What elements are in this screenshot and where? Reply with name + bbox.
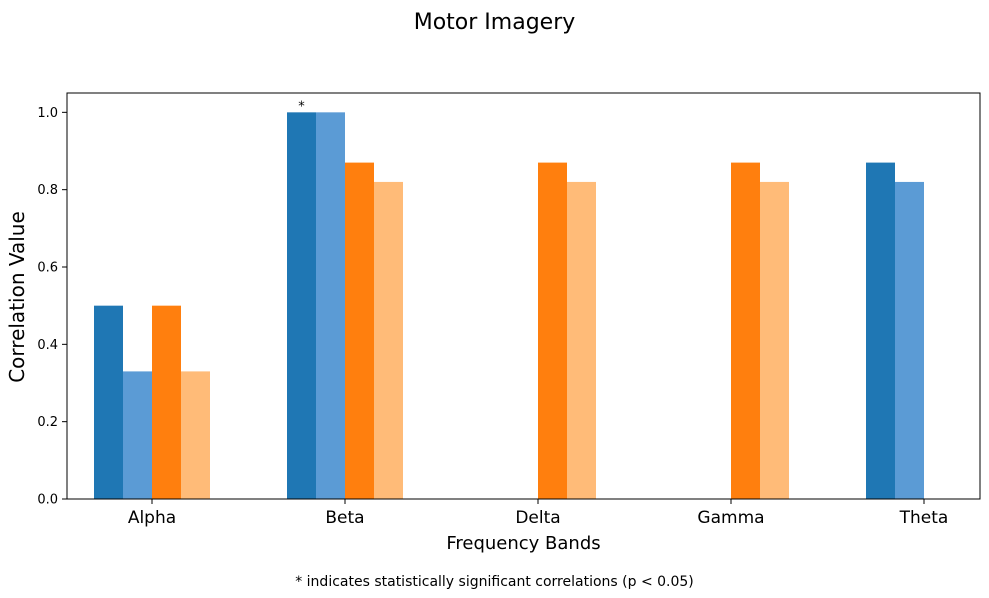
- x-tick-label: Theta: [899, 508, 949, 528]
- bar-alpha-s4: [181, 371, 210, 499]
- significance-marker: *: [298, 99, 305, 114]
- y-axis-label: Correlation Value: [5, 211, 29, 383]
- bar-theta-s1: [866, 162, 895, 499]
- bar-gamma-s3: [731, 162, 760, 499]
- x-tick-label: Delta: [515, 508, 560, 528]
- bar-delta-s3: [538, 162, 567, 499]
- bar-beta-s3: [345, 162, 374, 499]
- bars-layer: [94, 112, 924, 499]
- y-tick-label: 0.2: [37, 415, 58, 430]
- y-tick-label: 0.0: [37, 493, 58, 508]
- bar-alpha-s3: [152, 305, 181, 499]
- footnote: * indicates statistically significant co…: [295, 574, 694, 590]
- y-tick-label: 0.6: [37, 261, 58, 276]
- x-tick-label: Alpha: [128, 508, 176, 528]
- bar-alpha-s2: [123, 371, 152, 499]
- y-tick-label: 0.4: [37, 338, 58, 353]
- x-tick-label: Gamma: [697, 508, 764, 528]
- plot-frame: [66, 92, 981, 500]
- x-tick-label: Beta: [325, 508, 364, 528]
- bar-gamma-s4: [760, 181, 789, 499]
- bar-theta-s2: [895, 181, 924, 499]
- bar-delta-s4: [567, 181, 596, 499]
- chart-title: Motor Imagery: [414, 10, 576, 35]
- bar-beta-s4: [374, 181, 403, 499]
- y-axis: 0.0 0.2 0.4 0.6 0.8 1.0: [37, 106, 67, 508]
- bar-alpha-s1: [94, 305, 123, 499]
- y-tick-label: 1.0: [37, 106, 58, 121]
- bar-beta-s1: [287, 112, 316, 499]
- annotations: *: [298, 99, 305, 114]
- bar-beta-s2: [316, 112, 345, 499]
- x-axis: Alpha Beta Delta Gamma Theta: [128, 499, 949, 528]
- y-tick-label: 0.8: [37, 183, 58, 198]
- x-axis-label: Frequency Bands: [446, 533, 600, 554]
